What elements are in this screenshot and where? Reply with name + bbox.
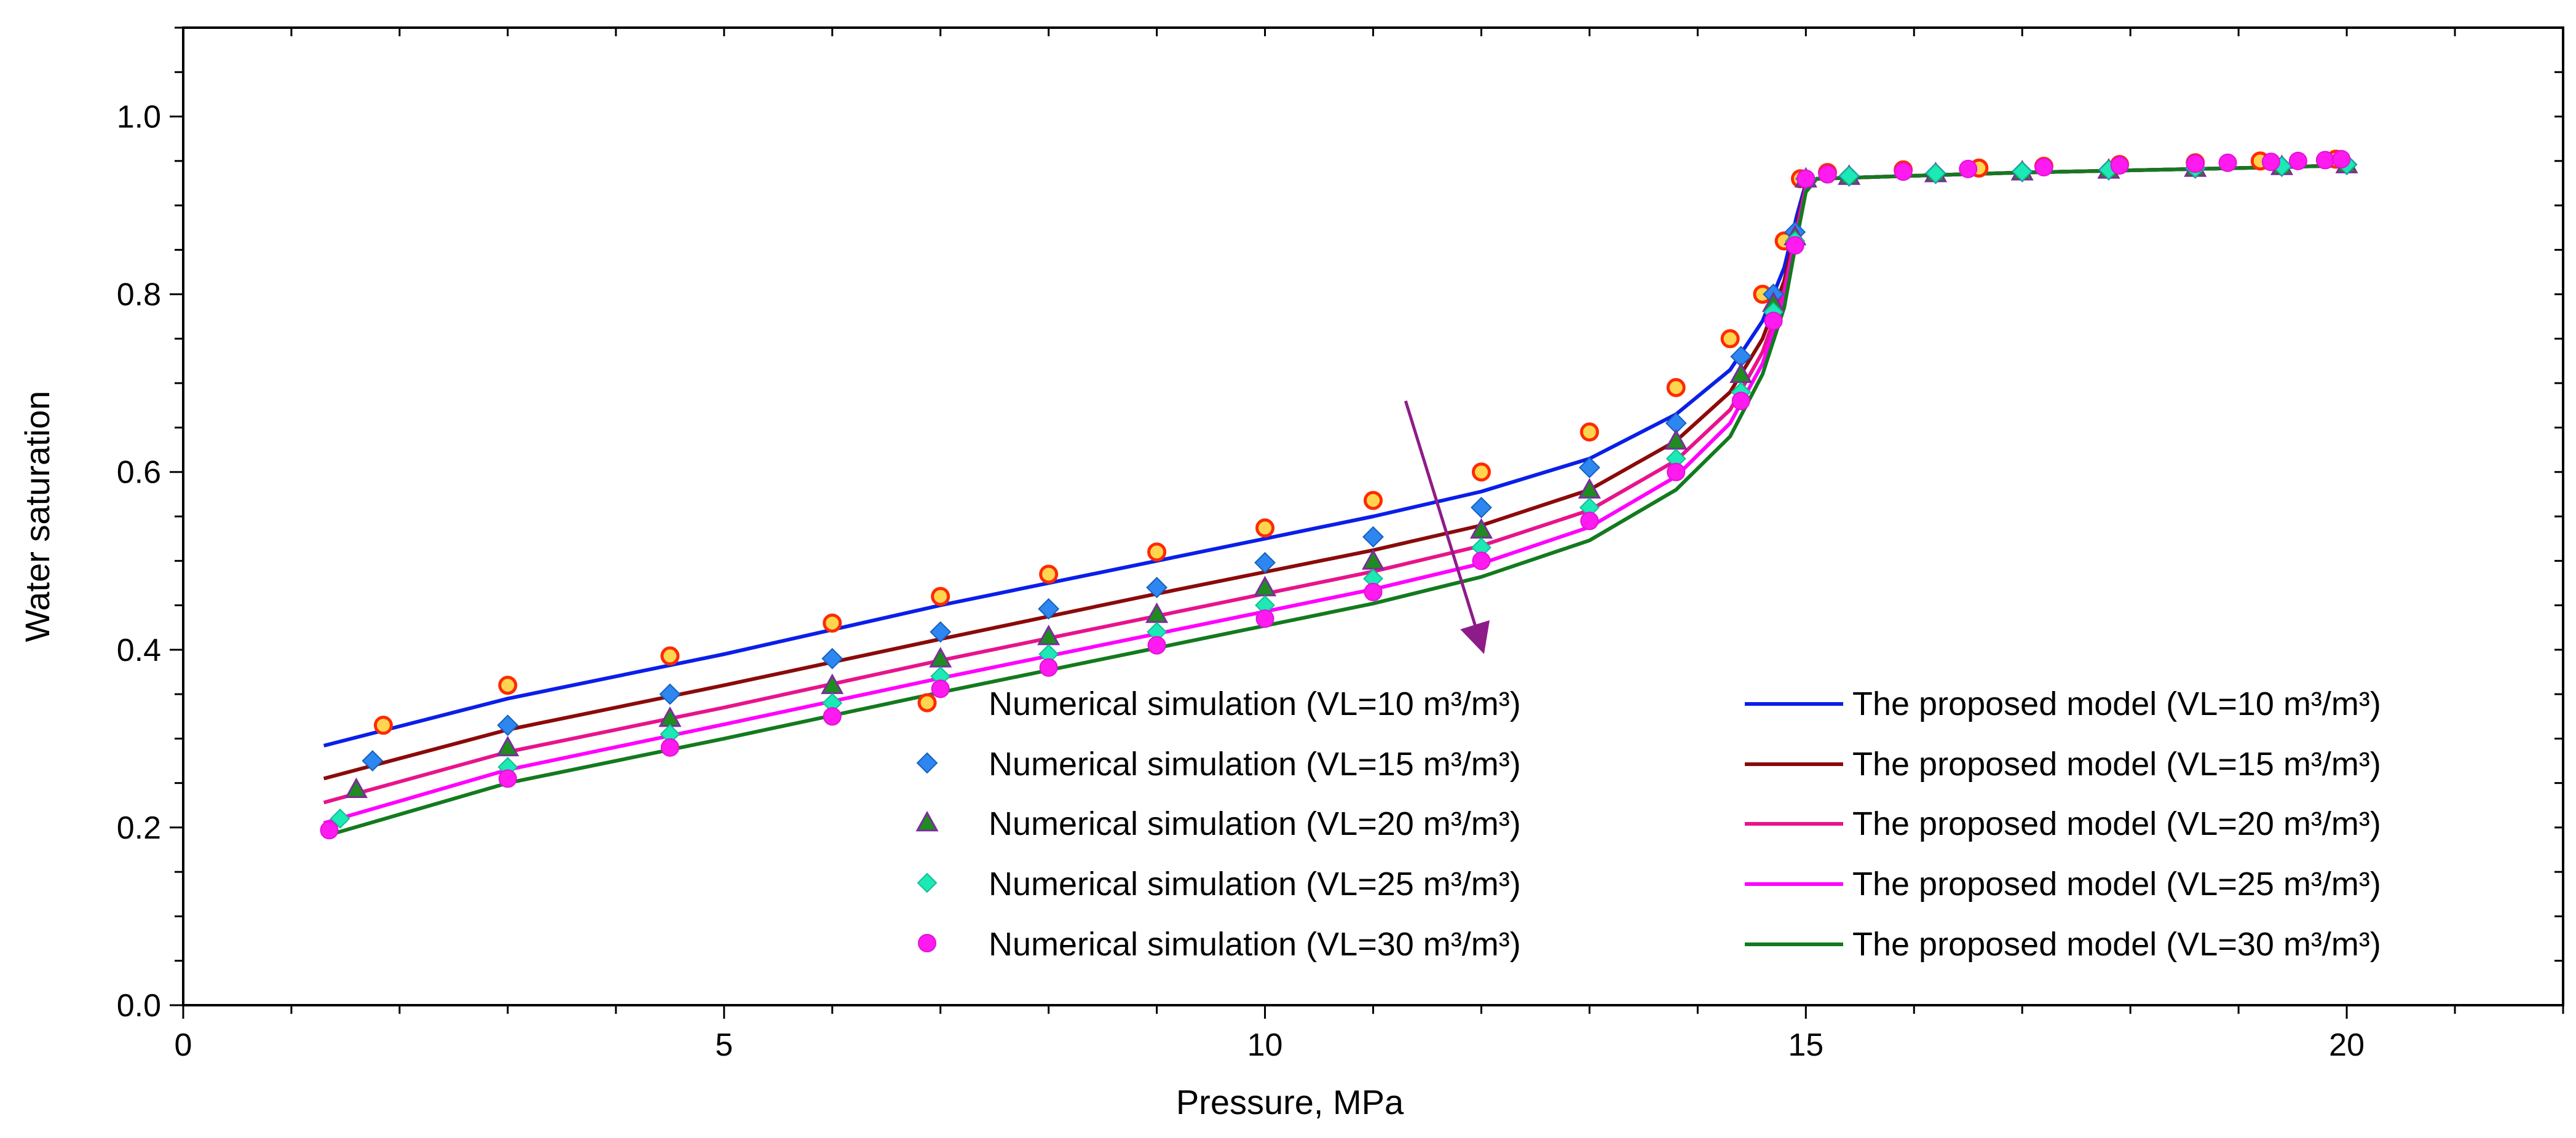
data-point xyxy=(2012,161,2033,182)
data-point xyxy=(2110,156,2129,175)
data-point xyxy=(1471,497,1492,518)
legend-marker xyxy=(917,693,937,713)
y-tick-label: 0.8 xyxy=(117,277,161,313)
data-point xyxy=(320,821,339,840)
data-point xyxy=(823,613,842,633)
data-point xyxy=(2288,151,2307,170)
legend-label: The proposed model (VL=20 m³/m³) xyxy=(1852,805,2381,842)
legend-marker xyxy=(917,872,938,893)
data-point xyxy=(823,707,842,726)
data-point xyxy=(1362,526,1384,548)
y-tick-label: 0.0 xyxy=(117,988,161,1024)
sim-series-vl15 xyxy=(362,154,2358,772)
y-axis-title: Water saturation xyxy=(18,391,57,642)
x-tick-label: 20 xyxy=(2329,1027,2365,1063)
model-line-vl30 xyxy=(323,164,2347,839)
data-point xyxy=(2186,154,2205,173)
data-point xyxy=(659,683,681,705)
data-point xyxy=(497,714,519,737)
x-tick-label: 10 xyxy=(1247,1027,1283,1063)
legend-marker xyxy=(916,752,938,774)
model-line-vl25 xyxy=(323,164,2347,825)
data-point xyxy=(498,769,517,788)
data-point xyxy=(374,716,393,735)
data-point xyxy=(1255,609,1274,628)
data-point xyxy=(1764,312,1783,330)
data-point xyxy=(1785,236,1804,255)
data-point xyxy=(1926,163,1946,184)
data-point xyxy=(1959,159,1978,178)
data-point xyxy=(660,738,679,757)
x-tick-label: 15 xyxy=(1788,1027,1823,1063)
data-point xyxy=(362,750,384,772)
data-point xyxy=(1578,478,1601,499)
data-point xyxy=(2315,151,2334,170)
data-point xyxy=(1818,165,1837,184)
data-point xyxy=(660,646,680,666)
data-point xyxy=(1255,518,1275,538)
legend-label: The proposed model (VL=15 m³/m³) xyxy=(1852,746,2381,783)
data-point xyxy=(1796,169,1815,188)
data-point xyxy=(2034,157,2053,176)
sim-series-vl10 xyxy=(374,149,2345,735)
y-tick-label: 0.6 xyxy=(117,455,161,491)
data-point xyxy=(498,676,518,695)
data-point xyxy=(1667,462,1686,481)
data-point xyxy=(931,679,950,698)
legend-label: Numerical simulation (VL=15 m³/m³) xyxy=(989,746,1521,783)
data-point xyxy=(1839,165,1860,186)
legend-label: Numerical simulation (VL=30 m³/m³) xyxy=(989,926,1521,963)
data-point xyxy=(344,777,368,799)
data-point xyxy=(1471,462,1491,482)
data-point xyxy=(1579,422,1599,442)
legend-label: Numerical simulation (VL=25 m³/m³) xyxy=(989,866,1521,903)
data-point xyxy=(931,587,950,606)
x-tick-label: 0 xyxy=(175,1027,192,1063)
sim-series-vl30 xyxy=(320,149,2351,840)
x-axis-title: Pressure, MPa xyxy=(1176,1083,1404,1121)
data-point xyxy=(496,735,520,757)
y-tick-label: 0.2 xyxy=(117,810,161,846)
data-point xyxy=(1146,577,1168,599)
data-point xyxy=(1720,329,1740,349)
data-point xyxy=(1472,551,1491,571)
data-point xyxy=(1147,636,1166,655)
legend-label: The proposed model (VL=10 m³/m³) xyxy=(1852,686,2381,722)
model-line-vl10 xyxy=(323,164,2347,748)
trend-arrow xyxy=(1404,400,1490,654)
data-point xyxy=(1580,512,1599,531)
data-point xyxy=(1666,377,1686,397)
data-point xyxy=(1038,598,1060,620)
data-point xyxy=(1039,658,1058,677)
data-point xyxy=(330,808,350,829)
data-point xyxy=(1253,575,1277,596)
data-point xyxy=(1731,392,1750,411)
legend-label: The proposed model (VL=25 m³/m³) xyxy=(1852,866,2381,903)
data-point xyxy=(1894,162,1913,181)
legend-label: Numerical simulation (VL=10 m³/m³) xyxy=(989,686,1521,722)
data-point xyxy=(1147,542,1167,562)
y-tick-label: 0.4 xyxy=(117,633,161,668)
data-point xyxy=(1254,551,1276,574)
x-tick-label: 5 xyxy=(715,1027,733,1063)
data-point xyxy=(2261,152,2280,172)
data-point xyxy=(1364,491,1383,510)
data-point xyxy=(2218,153,2237,172)
data-point xyxy=(2332,149,2351,168)
legend-label: The proposed model (VL=30 m³/m³) xyxy=(1852,926,2381,963)
data-point xyxy=(1578,457,1600,478)
legend-marker xyxy=(918,934,936,952)
data-point xyxy=(1364,582,1383,601)
data-point xyxy=(1039,564,1059,584)
legend-label: Numerical simulation (VL=20 m³/m³) xyxy=(989,805,1521,842)
legend-marker xyxy=(915,810,939,832)
data-point xyxy=(821,647,844,670)
data-point xyxy=(930,621,952,643)
data-point xyxy=(1361,549,1385,570)
y-tick-label: 1.0 xyxy=(117,100,161,135)
